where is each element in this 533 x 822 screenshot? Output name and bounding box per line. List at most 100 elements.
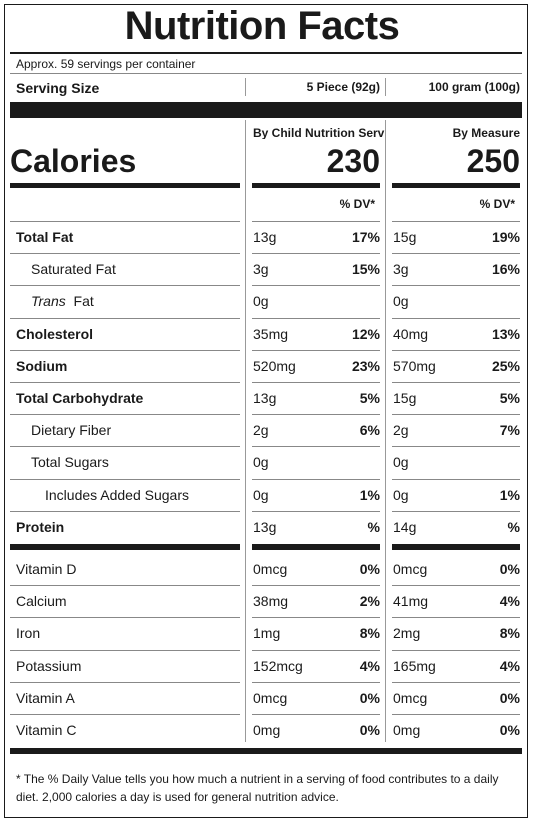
vitamin-row-0-col1-dv: 0%	[359, 561, 380, 577]
column-separator	[245, 120, 246, 742]
vitamin-row-3-col2-dv: 4%	[499, 657, 520, 674]
nutrient-row-2-col1-amount: 0g	[253, 293, 269, 310]
nutrient-row-4-col1-amount: 520mg	[253, 357, 296, 374]
col1-calories: 230	[326, 143, 380, 179]
row-divider	[252, 317, 380, 319]
vitamin-row-2-col2-dv: 8%	[499, 625, 520, 642]
vitamin-row-5-col2-amount: 0mg	[393, 722, 421, 738]
nutrient-row-4-name: Sodium	[16, 357, 68, 374]
vitamin-row-0-col2-dv: 0%	[499, 561, 520, 577]
nutrient-row-3-col2-dv: 13%	[491, 325, 520, 342]
row-divider	[392, 285, 520, 287]
nutrient-row-1-col2-amount: 3g	[393, 261, 409, 278]
nutrient-row-1-name: Saturated Fat	[31, 261, 116, 278]
nutrient-row-0-name: Total Fat	[16, 229, 74, 245]
row-divider	[10, 285, 240, 287]
col2-calories: 250	[466, 143, 520, 179]
calories-label: Calories	[10, 143, 137, 179]
nutrient-row-1-col2-dv: 16%	[491, 261, 520, 278]
row-divider	[392, 382, 520, 383]
row-divider	[10, 414, 240, 416]
row-divider	[392, 585, 520, 587]
row-divider	[392, 317, 520, 319]
row-divider	[10, 478, 240, 480]
vitamin-row-0-col2-amount: 0mcg	[393, 561, 428, 577]
nutrient-row-5-col2-dv: 5%	[499, 390, 520, 406]
vitamin-row-4-col2-dv: 0%	[499, 689, 520, 706]
col1-header: By Child Nutrition Serv	[253, 127, 385, 139]
nutrient-row-0-col1-dv: 17%	[351, 229, 380, 245]
vitamin-row-2-col1-amount: 1mg	[253, 625, 281, 642]
vitamin-row-3-col2-amount: 165mg	[393, 657, 436, 674]
vitamin-row-2-name: Iron	[16, 625, 41, 642]
nutrient-row-5-name: Total Carbohydrate	[16, 390, 144, 406]
nutrient-row-7-name: Total Sugars	[31, 454, 109, 471]
vitamin-row-5-name: Vitamin C	[16, 722, 77, 738]
vitamin-row-2-col2-amount: 2mg	[393, 625, 421, 642]
nutrient-row-4-col2-dv: 25%	[491, 357, 520, 374]
thick-divider	[252, 183, 380, 188]
nutrient-row-8-col2-dv: 1%	[499, 486, 520, 503]
vitamin-row-4-col1-dv: 0%	[359, 689, 380, 706]
nutrient-row-0-col2-amount: 15g	[393, 229, 417, 245]
vitamin-row-0-name: Vitamin D	[16, 561, 77, 577]
vitamin-row-1-col2-amount: 41mg	[393, 593, 429, 610]
row-divider	[10, 714, 240, 715]
col2-serving: 100 gram (100g)	[428, 80, 520, 94]
row-divider	[392, 681, 520, 683]
nutrient-row-6-col1-dv: 6%	[359, 422, 380, 439]
col1-serving: 5 Piece (92g)	[306, 80, 380, 94]
vitamin-row-5-col1-amount: 0mg	[253, 722, 281, 738]
nutrient-row-1-col1-amount: 3g	[253, 261, 269, 278]
row-divider	[392, 446, 520, 448]
column-separator	[245, 78, 246, 96]
nutrient-row-3-col1-amount: 35mg	[253, 325, 289, 342]
nutrient-row-9-name: Protein	[16, 518, 65, 535]
nutrient-row-7-col1-amount: 0g	[253, 454, 269, 471]
thick-divider	[10, 544, 240, 550]
divider	[10, 73, 522, 74]
row-divider	[10, 253, 240, 255]
row-divider	[392, 510, 520, 512]
label-title: Nutrition Facts	[124, 4, 400, 48]
row-divider	[252, 478, 380, 480]
row-divider	[252, 681, 380, 683]
thick-divider	[10, 748, 522, 754]
vitamin-row-2-col1-dv: 8%	[359, 625, 380, 642]
vitamin-row-5-col2-dv: 0%	[499, 722, 520, 738]
row-divider	[10, 221, 240, 222]
row-divider	[10, 649, 240, 651]
row-divider	[252, 349, 380, 351]
thick-divider	[10, 102, 522, 118]
vitamin-row-3-col1-amount: 152mcg	[253, 657, 303, 674]
row-divider	[252, 510, 380, 512]
column-separator	[385, 120, 386, 742]
vitamin-row-4-name: Vitamin A	[16, 689, 75, 706]
nutrient-row-5-col1-dv: 5%	[359, 390, 380, 406]
row-divider	[252, 382, 380, 383]
nutrient-row-3-col2-amount: 40mg	[393, 325, 429, 342]
thick-divider	[392, 544, 520, 550]
servings-per-container: Approx. 59 servings per container	[16, 57, 196, 71]
row-divider	[252, 617, 380, 619]
nutrient-row-6-col2-dv: 7%	[499, 422, 520, 439]
row-divider	[392, 649, 520, 651]
nutrient-row-8-name: Includes Added Sugars	[45, 486, 189, 503]
nutrient-row-5-col2-amount: 15g	[393, 390, 417, 406]
vitamin-row-3-name: Potassium	[16, 657, 82, 674]
row-divider	[252, 714, 380, 715]
row-divider	[10, 681, 240, 683]
footnote: * The % Daily Value tells you how much a…	[16, 772, 499, 804]
vitamin-row-0-col1-amount: 0mcg	[253, 561, 288, 577]
nutrient-row-0-col2-dv: 19%	[491, 229, 520, 245]
vitamin-row-1-col2-dv: 4%	[499, 593, 520, 610]
row-divider	[10, 510, 240, 512]
vitamin-row-4-col1-amount: 0mcg	[253, 689, 288, 706]
nutrient-row-9-col2-amount: 14g	[393, 518, 417, 535]
row-divider	[392, 617, 520, 619]
row-divider	[392, 714, 520, 715]
row-divider	[392, 253, 520, 255]
nutrient-row-9-col1-amount: 13g	[253, 518, 277, 535]
row-divider	[10, 349, 240, 351]
nutrient-row-7-col2-amount: 0g	[393, 454, 409, 471]
